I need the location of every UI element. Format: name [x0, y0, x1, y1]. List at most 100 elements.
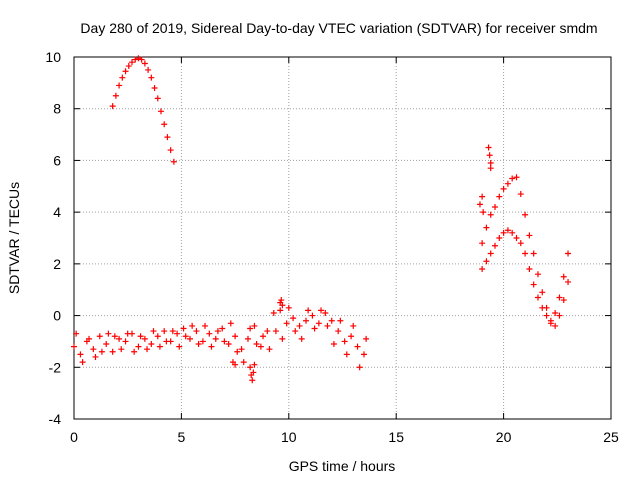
data-point: [118, 346, 125, 353]
data-point: [479, 193, 486, 200]
y-tick-label: 4: [53, 204, 61, 220]
data-point: [247, 364, 254, 371]
data-point: [266, 346, 273, 353]
data-point: [522, 250, 529, 257]
data-point: [251, 322, 258, 329]
data-point: [517, 240, 524, 247]
data-point: [161, 328, 168, 335]
data-point: [560, 273, 567, 280]
data-point: [543, 312, 550, 319]
data-point: [157, 108, 164, 115]
data-point: [232, 333, 239, 340]
data-point: [487, 250, 494, 257]
data-point: [73, 330, 80, 337]
data-point: [138, 56, 145, 63]
x-tick-label: 10: [281, 429, 297, 445]
data-point: [208, 343, 215, 350]
data-point: [135, 343, 142, 350]
data-point: [479, 240, 486, 247]
data-point: [174, 330, 181, 337]
data-point: [311, 325, 318, 332]
y-tick-label: -2: [49, 359, 62, 375]
data-point: [202, 322, 209, 329]
data-point: [131, 348, 138, 355]
data-point: [539, 289, 546, 296]
data-point: [517, 191, 524, 198]
data-point: [169, 328, 176, 335]
data-point: [485, 144, 492, 151]
data-point: [483, 224, 490, 231]
data-point: [556, 294, 563, 301]
data-point: [225, 341, 232, 348]
y-axis-label: SDTVAR / TECUs: [6, 182, 22, 294]
data-point: [480, 209, 487, 216]
data-point: [354, 343, 361, 350]
y-tick-label: -4: [49, 411, 62, 427]
data-point: [298, 335, 305, 342]
data-point: [565, 250, 572, 257]
data-point: [526, 266, 533, 273]
plot-frame: [73, 56, 612, 420]
data-point: [356, 364, 363, 371]
chart-title: Day 280 of 2019, Sidereal Day-to-day VTE…: [80, 20, 597, 36]
data-point: [305, 307, 312, 314]
data-point: [96, 333, 103, 340]
series-morning-arc: [109, 55, 177, 165]
data-point: [227, 320, 234, 327]
x-axis-label: GPS time / hours: [289, 458, 396, 474]
data-point: [122, 68, 129, 75]
data-point: [264, 328, 271, 335]
data-point: [513, 235, 520, 241]
data-point: [363, 335, 370, 342]
series-dip-spikes: [229, 297, 286, 384]
data-point: [522, 211, 529, 218]
data-point: [141, 335, 148, 342]
data-point: [176, 343, 183, 350]
data-point: [486, 152, 493, 159]
data-point: [492, 203, 499, 210]
data-point: [526, 232, 533, 239]
data-point: [496, 193, 503, 200]
data-point: [90, 346, 97, 353]
y-tick-label: 0: [53, 308, 61, 324]
data-point: [285, 304, 292, 311]
data-point: [199, 338, 206, 345]
x-tick-label: 25: [603, 429, 619, 445]
data-point: [154, 95, 161, 102]
x-tick-label: 5: [178, 429, 186, 445]
data-point: [122, 338, 129, 345]
data-point: [124, 330, 131, 337]
data-point: [277, 307, 284, 314]
axis-ticks: 0 5 10 15 20 25 -4 -2 0 2 4 6 8 10: [45, 49, 619, 445]
data-point: [112, 92, 119, 99]
data-point: [278, 297, 285, 304]
data-point: [232, 361, 239, 368]
data-point: [315, 320, 322, 327]
data-point: [487, 165, 494, 172]
data-point: [251, 361, 258, 368]
data-point: [335, 328, 342, 335]
y-tick-label: 2: [53, 256, 61, 272]
data-point: [132, 56, 139, 63]
data-point: [195, 341, 202, 348]
data-point: [283, 320, 290, 327]
data-point: [105, 330, 112, 337]
data-point: [180, 325, 187, 332]
data-point: [328, 317, 335, 324]
data-point: [504, 227, 511, 234]
data-point: [92, 353, 99, 360]
data-point: [103, 341, 110, 348]
data-point: [128, 59, 135, 66]
data-point: [186, 335, 193, 342]
data-point: [487, 211, 494, 218]
data-point: [290, 315, 297, 322]
data-point: [170, 158, 177, 165]
data-point: [324, 322, 331, 329]
y-tick-label: 8: [53, 101, 61, 117]
data-point: [109, 348, 116, 355]
data-point: [547, 320, 554, 327]
data-point: [309, 312, 316, 319]
data-point: [214, 328, 221, 335]
data-point: [337, 317, 344, 324]
data-point: [253, 341, 260, 348]
